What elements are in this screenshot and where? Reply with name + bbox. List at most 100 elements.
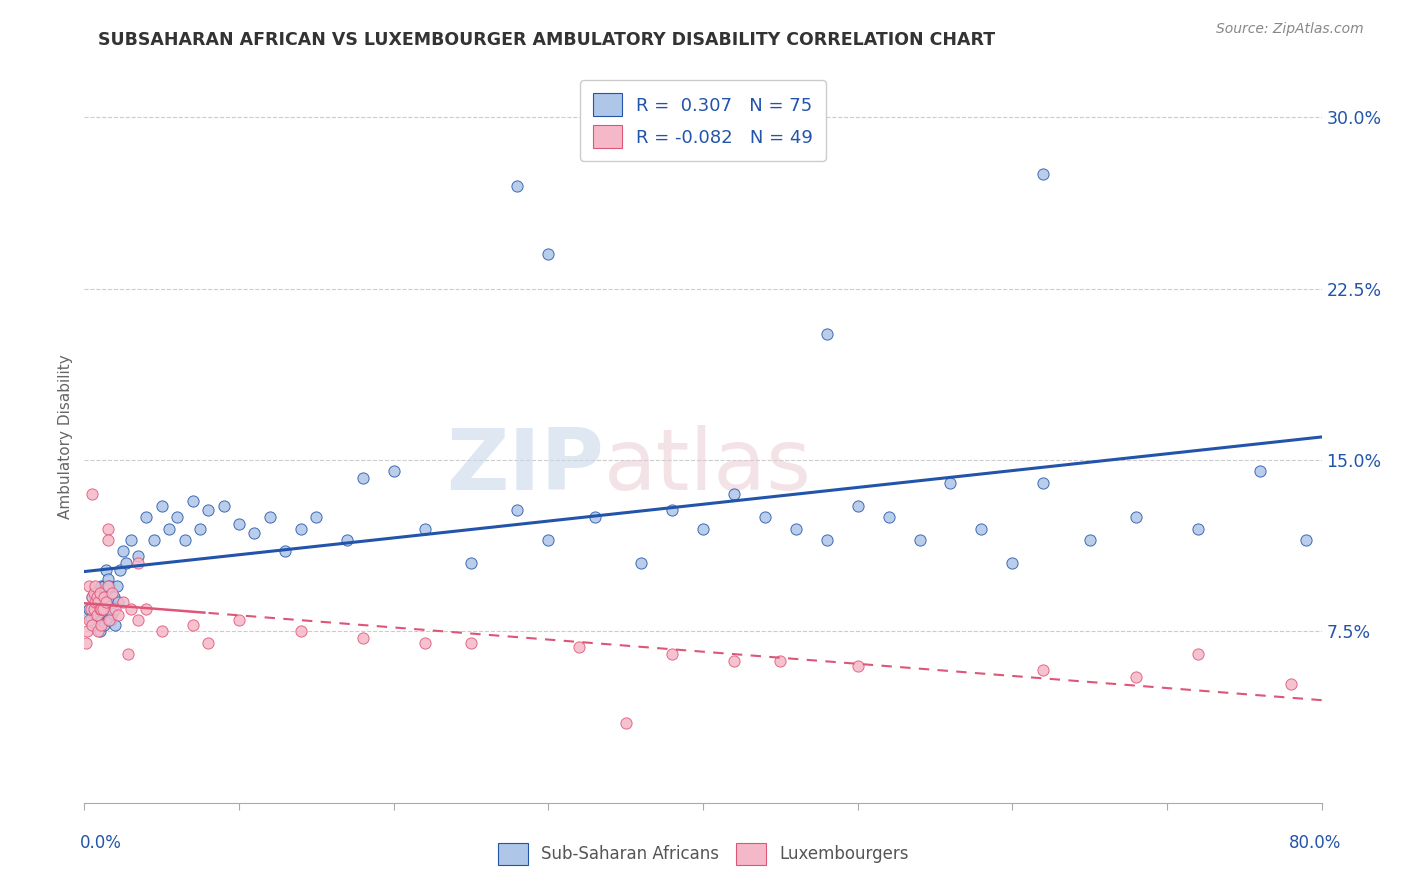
Point [93,617,115,632]
Point [115,556,138,570]
Point [970,521,993,535]
Point [815,327,838,342]
Point [228,613,250,627]
Point [101,585,124,599]
Point [143,533,166,547]
Point [107,594,129,608]
Point [197,503,219,517]
Point [174,533,197,547]
Point [537,247,560,261]
Point [86,590,108,604]
Point [692,521,714,535]
Point [82,617,104,632]
Point [181,617,204,632]
Point [91,606,114,620]
Point [661,503,683,517]
Point [259,510,281,524]
Point [96,521,118,535]
Point [82,590,104,604]
Point [84,617,107,632]
Point [769,654,792,668]
Point [1125,670,1147,684]
Point [413,521,436,535]
Point [1032,663,1054,677]
Point [846,499,869,513]
Point [90,617,112,632]
Point [94,594,117,608]
Point [228,516,250,531]
Point [150,624,173,639]
Point [86,608,108,623]
Point [112,544,135,558]
Point [290,521,312,535]
Point [150,499,173,513]
Point [460,556,482,570]
Point [352,632,374,646]
Point [82,590,104,604]
Point [87,624,110,639]
Text: Source: ZipAtlas.com: Source: ZipAtlas.com [1216,22,1364,37]
Point [815,533,838,547]
Point [212,499,235,513]
Point [96,613,118,627]
Point [83,585,105,599]
Legend: R =  0.307   N = 75, R = -0.082   N = 49: R = 0.307 N = 75, R = -0.082 N = 49 [581,80,825,161]
Point [89,601,111,615]
Point [89,601,111,615]
Point [120,533,142,547]
Point [103,590,125,604]
Point [104,601,127,615]
Point [181,494,204,508]
Point [1125,510,1147,524]
Point [382,464,405,478]
Point [86,594,108,608]
Text: SUBSAHARAN AFRICAN VS LUXEMBOURGER AMBULATORY DISABILITY CORRELATION CHART: SUBSAHARAN AFRICAN VS LUXEMBOURGER AMBUL… [98,31,995,49]
Point [908,533,931,547]
Point [96,533,118,547]
Point [79,601,101,615]
Point [352,471,374,485]
Point [1078,533,1101,547]
Point [105,579,128,593]
Point [506,178,529,193]
Point [1187,647,1209,661]
Point [1187,521,1209,535]
Point [939,475,962,490]
Point [506,503,529,517]
Point [197,636,219,650]
Point [112,594,135,608]
Text: 0.0%: 0.0% [80,834,122,852]
Point [94,563,117,577]
Point [583,510,606,524]
Point [91,590,114,604]
Point [90,579,112,593]
Point [79,613,101,627]
Point [127,556,149,570]
Point [98,613,121,627]
Point [90,613,112,627]
Point [460,636,482,650]
Point [96,572,118,586]
Point [1249,464,1271,478]
Point [100,613,122,627]
Text: ZIP: ZIP [446,425,605,508]
Point [1279,677,1302,691]
Point [108,563,131,577]
Point [83,606,105,620]
Point [76,608,98,623]
Point [84,594,107,608]
Point [93,590,115,604]
Point [159,521,180,535]
Point [98,579,121,593]
Point [135,601,157,615]
Point [305,510,328,524]
Point [101,606,124,620]
Point [77,613,100,627]
Point [127,549,149,563]
Point [1295,533,1317,547]
Point [1032,167,1054,181]
Point [336,533,359,547]
Legend: Sub-Saharan Africans, Luxembourgers: Sub-Saharan Africans, Luxembourgers [489,835,917,873]
Point [87,594,110,608]
Point [127,613,149,627]
